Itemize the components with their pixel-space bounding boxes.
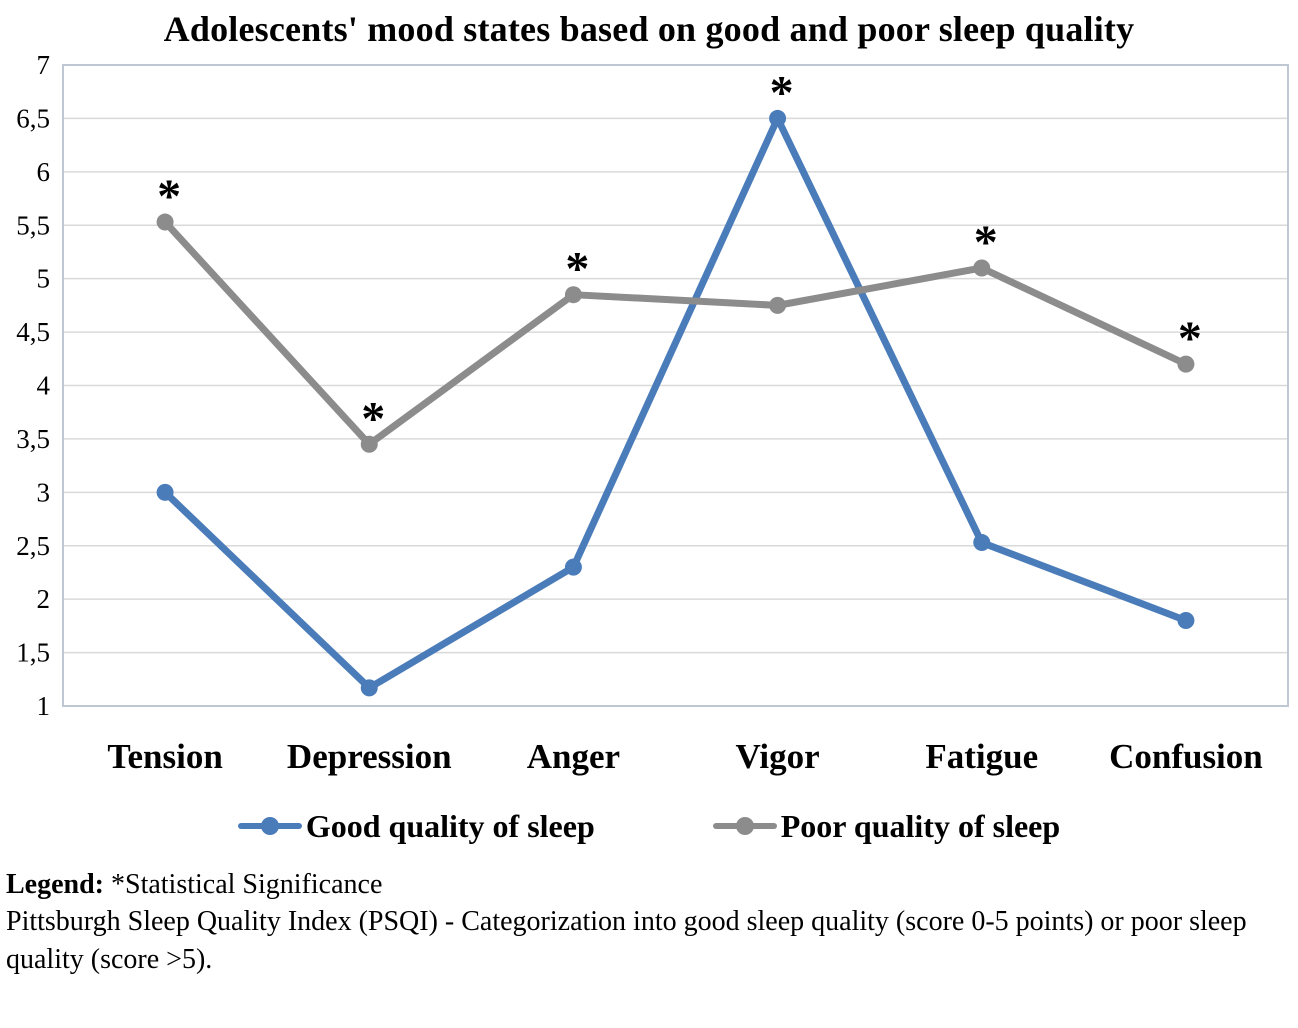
data-point-good-sleep [564,558,582,576]
y-axis-tick-label: 6,5 [16,103,50,133]
y-axis-tick-label: 5,5 [16,210,50,240]
x-axis-category-label: Confusion [1109,737,1263,776]
legend-item-poor-sleep: Poor quality of sleep [712,807,1061,845]
data-point-poor-sleep [769,296,787,314]
significance-asterisk: * [974,216,998,269]
legend-label-poor-sleep: Poor quality of sleep [780,807,1061,844]
x-axis-category-label: Tension [107,737,222,776]
data-point-poor-sleep [1177,355,1195,373]
data-point-good-sleep [1177,612,1195,630]
significance-asterisk: * [565,243,589,296]
significance-asterisk: * [770,66,794,119]
x-axis-category-label: Anger [527,737,620,776]
poor-sleep-line-marker-icon [712,816,777,836]
series-line-good-sleep [161,114,1190,692]
significance-asterisk: * [157,170,181,223]
data-point-poor-sleep [360,435,378,453]
y-axis-tick-label: 3,5 [16,424,50,454]
y-axis-tick-label: 2,5 [16,531,50,561]
y-axis-tick-label: 1 [37,691,51,721]
caption-legend-label: Legend: [6,869,104,901]
chart-legend: Good quality of sleep Poor quality of sl… [0,800,1298,852]
line-chart: 1 1,5 2 2,5 3 3,5 4 4,5 5 5,5 6 6,5 7 Tension Depressi… [16,54,1289,776]
y-axis-tick-label: 4 [37,371,51,401]
legend-item-good-sleep: Good quality of sleep [237,807,595,845]
y-axis-tick-label: 5 [37,264,51,294]
data-point-good-sleep [973,534,991,552]
legend-label-good-sleep: Good quality of sleep [305,807,595,844]
y-axis-tick-label: 4,5 [16,317,50,347]
data-point-good-sleep [156,483,174,501]
caption-significance-line: Legend: *Statistical Significance [6,866,1292,903]
data-point-poor-sleep [973,259,991,277]
x-axis-category-label: Fatigue [925,737,1038,776]
caption-psqi-note: Pittsburgh Sleep Quality Index (PSQI) - … [6,906,1247,975]
significance-asterisk: * [1178,312,1202,365]
plot-border [62,64,1289,708]
data-point-poor-sleep [564,286,582,304]
y-axis-tick-label: 1,5 [16,638,50,668]
caption-legend-text: *Statistical Significance [104,869,383,901]
x-axis-category-label: Depression [287,737,452,776]
figure-caption: Legend: *Statistical Significance Pittsb… [6,866,1292,978]
data-point-poor-sleep [156,213,174,231]
good-sleep-line-marker-icon [237,816,302,836]
significance-asterisk: * [361,392,385,445]
y-axis-tick-label: 3 [37,477,51,507]
data-point-good-sleep [769,109,787,127]
x-axis-category-label: Vigor [735,737,819,776]
chart-title: Adolescents' mood states based on good a… [163,9,1135,49]
y-axis-tick-label: 2 [37,584,51,614]
series-line-poor-sleep [161,218,1190,448]
y-axis-tick-label: 7 [37,54,51,80]
data-point-good-sleep [360,679,378,697]
y-axis-tick-label: 6 [37,157,51,187]
